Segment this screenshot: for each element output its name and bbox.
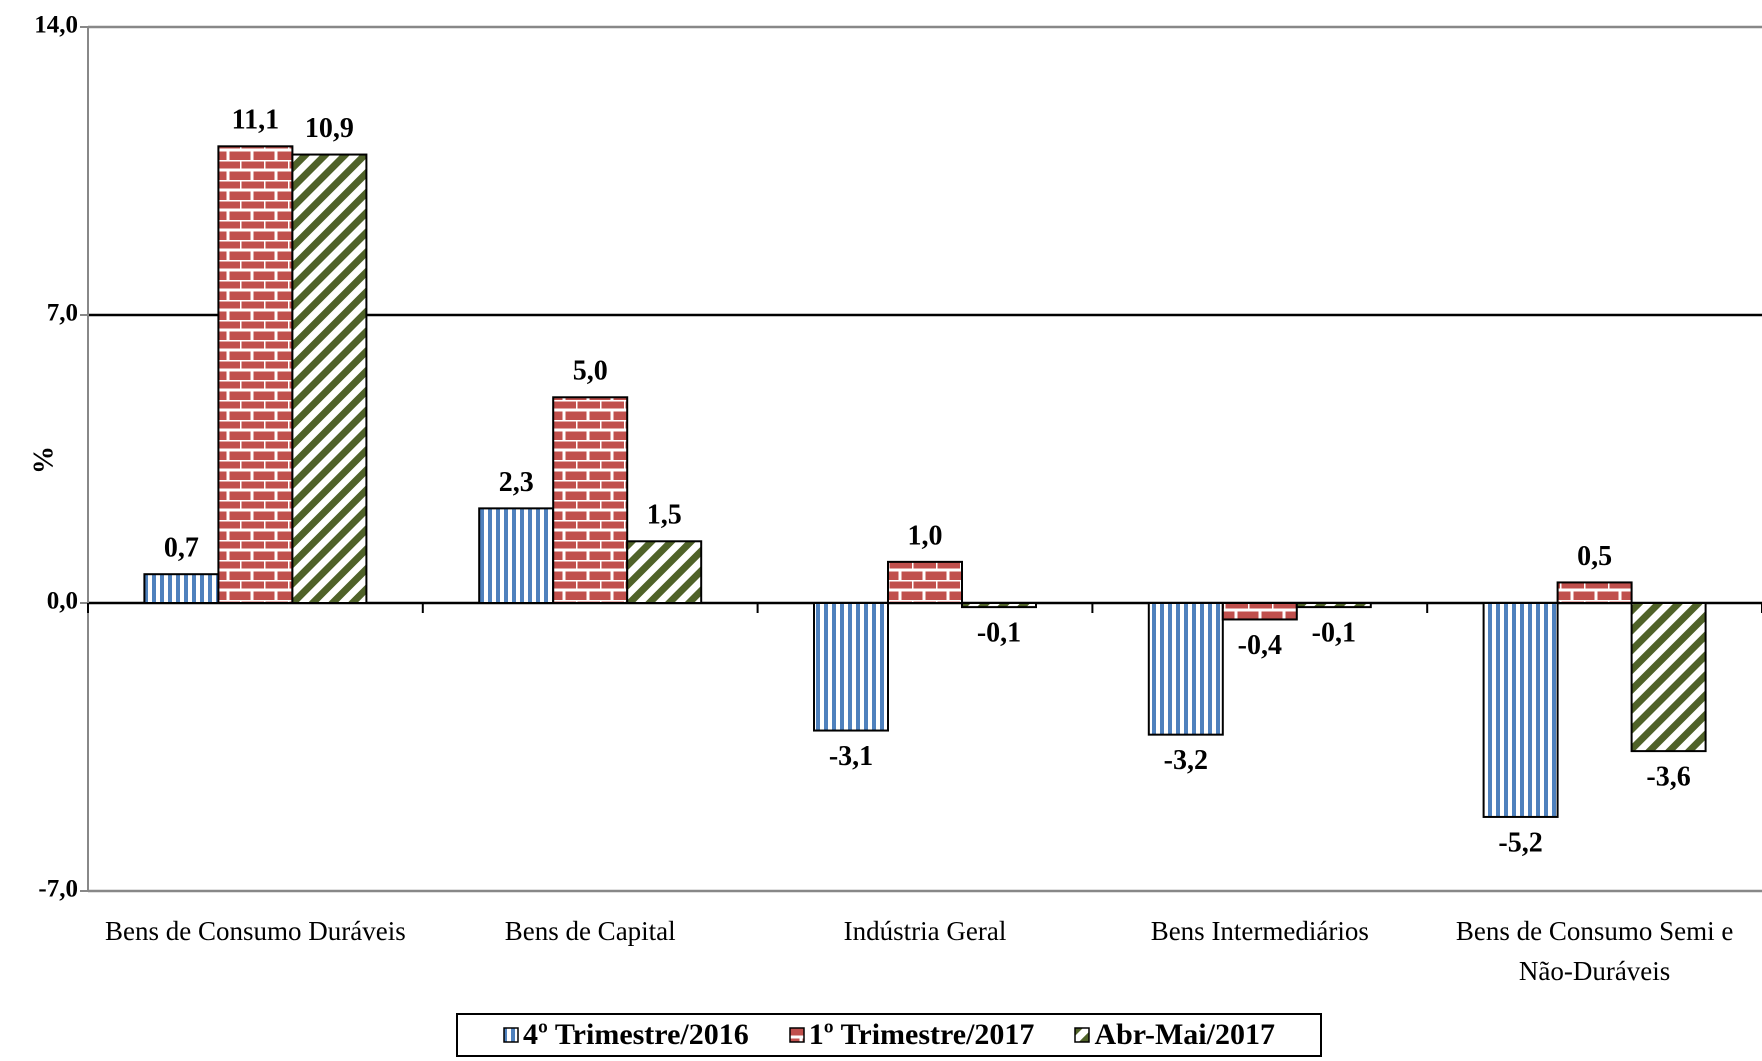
value-label: 5,0: [573, 356, 608, 387]
x-tick-label: Bens de Capital: [504, 916, 676, 946]
y-axis-label: %: [28, 446, 59, 474]
bar: [143, 573, 220, 605]
bar: [1630, 602, 1707, 753]
value-label: 0,5: [1577, 541, 1612, 572]
x-tick-label: Indústria Geral: [843, 916, 1007, 946]
x-tick-label: Bens de Consumo Semi e Não-Duráveis: [1455, 916, 1734, 986]
value-label: -3,2: [1164, 745, 1208, 776]
legend-item: Abr-Mai/2017: [1074, 1018, 1275, 1052]
x-tick-label: Bens Intermediários: [1150, 916, 1369, 946]
legend-label: 4º Trimestre/2016: [523, 1018, 749, 1051]
value-label: -3,1: [829, 741, 873, 772]
bar: [961, 602, 1037, 609]
y-tick-label: -7,0: [38, 876, 78, 903]
bar: [552, 396, 629, 604]
y-tick-label: 14,0: [34, 12, 78, 39]
value-label: 2,3: [499, 467, 534, 498]
value-label: 1,0: [908, 520, 943, 551]
bar: [1556, 581, 1633, 605]
legend-swatch-rect: [503, 1027, 519, 1043]
bar: [626, 540, 703, 604]
legend-swatch: [1074, 1027, 1091, 1043]
value-label: -0,1: [977, 618, 1021, 649]
bar: [291, 153, 368, 605]
x-tick-label: Bens de Consumo Duráveis: [105, 916, 406, 946]
legend-swatch-rect: [788, 1027, 805, 1043]
y-tick-label: 7,0: [47, 300, 78, 327]
bar: [887, 560, 963, 604]
chart: % -7,0 0,0 7,0 14,0 0,7 11,1 10,9 2,3 5,0 1,5 -3,1…: [28, 12, 1762, 903]
value-label: 0,7: [164, 533, 199, 564]
bar: [1147, 602, 1224, 736]
bar: [813, 602, 889, 732]
legend: 4º Trimestre/2016 1º Trimestre/2017 Abr-Ma…: [456, 1013, 1322, 1057]
legend-swatch: [788, 1027, 805, 1043]
legend-item: 1º Trimestre/2017: [788, 1018, 1035, 1052]
value-label: 11,1: [232, 105, 279, 136]
legend-label: Abr-Mai/2017: [1094, 1018, 1275, 1051]
value-label: 10,9: [305, 113, 354, 144]
legend-swatch-rect: [1074, 1027, 1091, 1043]
bar: [1295, 602, 1372, 609]
bar: [478, 507, 555, 604]
value-label: -0,1: [1312, 618, 1356, 649]
value-label: 1,5: [647, 500, 682, 531]
bar: [1221, 602, 1298, 621]
y-tick-label: 0,0: [47, 588, 78, 615]
bar: [217, 145, 294, 604]
legend-label: 1º Trimestre/2017: [808, 1018, 1035, 1051]
value-label: -5,2: [1498, 827, 1542, 858]
bar: [1482, 602, 1559, 818]
legend-swatch: [503, 1027, 519, 1043]
value-label: -0,4: [1238, 630, 1282, 661]
legend-item: 4º Trimestre/2016: [503, 1018, 749, 1052]
value-label: -3,6: [1646, 762, 1690, 793]
